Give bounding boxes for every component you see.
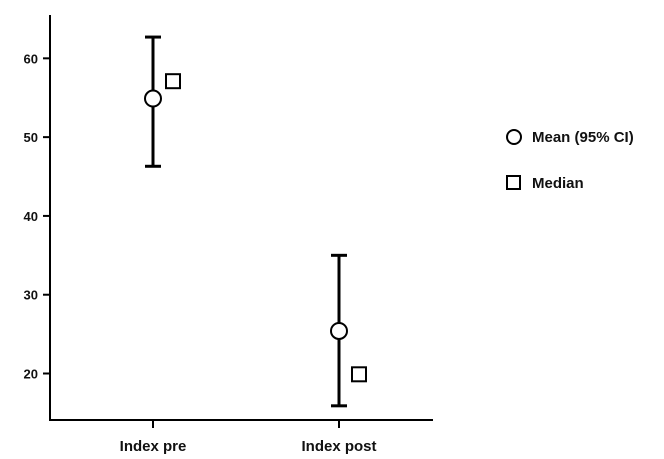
- x-category-label: Index pre: [120, 438, 187, 455]
- legend-mean-label: Mean (95% CI): [532, 129, 634, 146]
- y-tick-label: 60: [24, 51, 38, 66]
- median-point: [351, 366, 367, 383]
- legend-median-label: Median: [532, 175, 584, 192]
- legend: Mean (95% CI) Median: [506, 129, 634, 192]
- y-tick-label: 50: [24, 130, 38, 145]
- mean-point: [330, 321, 348, 340]
- y-tick-label: 40: [24, 209, 38, 224]
- legend-median-marker: [506, 175, 521, 190]
- legend-mean-marker: [506, 129, 522, 145]
- mean-point: [144, 89, 162, 108]
- y-tick-label: 20: [24, 367, 38, 382]
- x-category-label: Index post: [301, 438, 376, 455]
- y-tick-label: 30: [24, 288, 38, 303]
- median-point: [165, 73, 181, 90]
